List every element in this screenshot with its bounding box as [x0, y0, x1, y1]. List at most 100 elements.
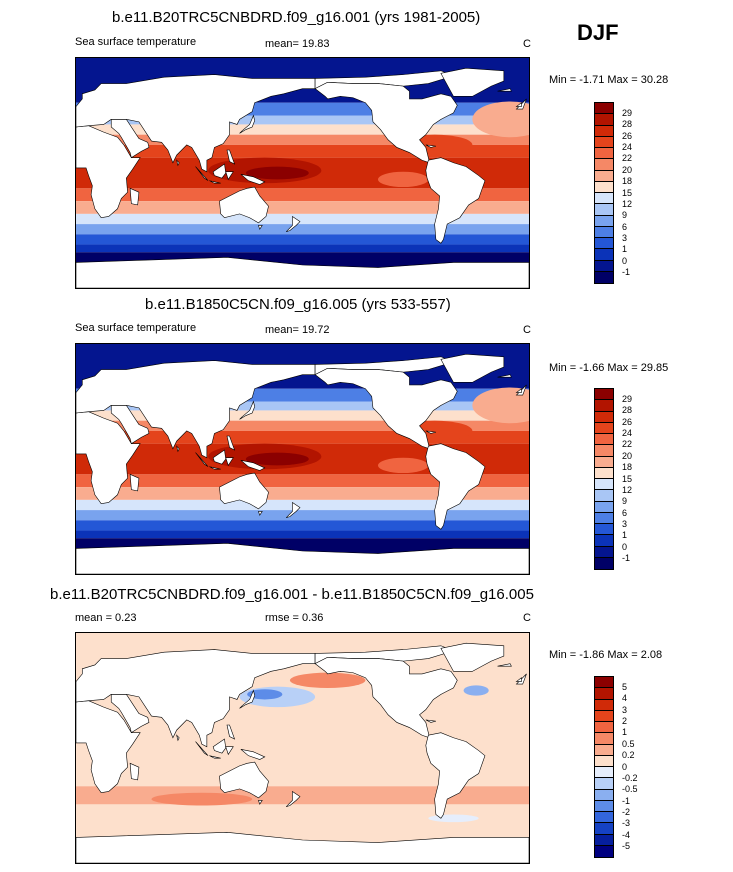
colorbar-swatch — [595, 125, 613, 137]
land-mass — [76, 257, 529, 288]
panel-2-unit-label: C — [523, 324, 531, 336]
panel-3-map — [75, 632, 530, 864]
colorbar-tick-label: -1 — [622, 267, 631, 278]
colorbar-tick-label: 29 — [622, 107, 633, 118]
land-mass — [209, 467, 220, 470]
colorbar-swatch — [595, 181, 613, 193]
colorbar-swatch — [595, 501, 613, 513]
land-mass — [426, 431, 436, 434]
land-mass — [76, 832, 529, 863]
colorbar-swatch — [595, 148, 613, 160]
colorbar-swatch — [595, 812, 613, 824]
cold-tongue — [378, 457, 429, 474]
colorbar-tick-label: -1 — [622, 795, 631, 806]
colorbar-swatch — [595, 512, 613, 524]
land-mass — [426, 733, 485, 819]
colorbar-tick-label: 1 — [622, 244, 628, 255]
sst-band — [76, 520, 529, 531]
land-mass — [111, 694, 149, 732]
north-atlantic-cooling — [463, 685, 489, 696]
sst-band — [76, 530, 529, 539]
colorbar-tick-label: 12 — [622, 484, 633, 495]
sst-band — [76, 188, 529, 202]
colorbar-tick-label: 0.5 — [622, 738, 635, 749]
colorbar-tick-label: 22 — [622, 439, 633, 450]
colorbar-swatch — [595, 215, 613, 227]
colorbar-tick-label: -2 — [622, 807, 631, 817]
sst-band — [76, 213, 529, 225]
colorbar-tick-label: 15 — [622, 187, 633, 198]
colorbar-tick-label: 9 — [622, 496, 628, 507]
colorbar-tick-label: 24 — [622, 428, 633, 438]
colorbar-tick-label: 9 — [622, 210, 628, 221]
sst-band — [76, 201, 529, 214]
land-mass — [177, 446, 180, 451]
land-mass — [516, 103, 521, 107]
colorbar-swatch — [595, 271, 613, 283]
land-mass — [213, 450, 226, 464]
land-mass — [227, 725, 235, 739]
land-mass — [76, 75, 315, 172]
land-mass — [441, 68, 504, 96]
colorbar-swatch — [595, 778, 613, 790]
panel-1-variable-label: Sea surface temperature — [75, 36, 197, 48]
colorbar-swatch — [595, 722, 613, 734]
panel-2-minmax: Min = -1.66 Max = 29.85 — [549, 362, 669, 374]
colorbar-tick-label: 0 — [622, 541, 628, 552]
land-mass — [315, 82, 457, 162]
panel-1-title: b.e11.B20TRC5CNBDRD.f09_g16.001 (yrs 198… — [112, 9, 481, 26]
colorbar-swatch — [595, 434, 613, 446]
colorbar-tick-label: -1 — [622, 553, 631, 564]
panel-3-title: b.e11.B20TRC5CNBDRD.f09_g16.001 - b.e11.… — [50, 586, 534, 603]
cold-tongue — [378, 171, 429, 188]
sst-band — [76, 124, 529, 135]
land-mass — [240, 402, 255, 420]
land-mass — [286, 216, 300, 231]
sst-band — [76, 244, 529, 253]
land-mass — [209, 756, 220, 759]
colorbar-swatch — [595, 699, 613, 711]
colorbar-swatch — [595, 677, 613, 689]
colorbar-tick-label: 1 — [622, 530, 628, 541]
land-mass — [227, 150, 235, 164]
panel-2-title: b.e11.B1850C5CN.f09_g16.005 (yrs 533-557… — [145, 296, 451, 313]
land-mass — [498, 375, 512, 378]
colorbar-swatch — [595, 193, 613, 205]
land-mass — [315, 657, 457, 738]
land-mass — [177, 160, 180, 165]
colorbar-tick-label: 0.2 — [622, 750, 635, 761]
colorbar-swatch — [595, 767, 613, 779]
panel-1-unit-label: C — [523, 38, 531, 50]
colorbar-tick-label: 4 — [622, 693, 628, 704]
land-mass — [219, 762, 268, 798]
land-mass — [130, 474, 139, 491]
land-mass — [498, 664, 512, 667]
land-mass — [315, 368, 457, 449]
north-atlantic-drift — [472, 387, 529, 424]
land-mass — [130, 188, 139, 205]
colorbar-swatch — [595, 490, 613, 502]
land-mass — [213, 739, 226, 753]
southern-warming — [151, 792, 253, 806]
colorbar-tick-label: -3 — [622, 818, 631, 829]
kuroshio-cooling-core — [247, 689, 283, 700]
land-mass — [286, 791, 300, 806]
land-mass — [241, 174, 265, 184]
land-mass — [76, 126, 140, 218]
land-mass — [286, 502, 300, 517]
land-mass — [213, 164, 226, 178]
panel-3-mean-label: mean = 0.23 — [75, 612, 137, 624]
colorbar-tick-label: 26 — [622, 130, 633, 141]
sst-band — [76, 499, 529, 511]
land-mass — [240, 116, 255, 134]
land-mass — [76, 412, 140, 504]
land-mass — [441, 643, 504, 671]
colorbar-swatch — [595, 733, 613, 745]
land-mass — [240, 691, 255, 709]
colorbar-swatch — [595, 389, 613, 401]
season-label: DJF — [577, 20, 619, 45]
colorbar-swatch — [595, 103, 613, 115]
colorbar-swatch — [595, 834, 613, 846]
colorbar-tick-label: 3 — [622, 704, 628, 715]
land-mass — [111, 405, 149, 443]
